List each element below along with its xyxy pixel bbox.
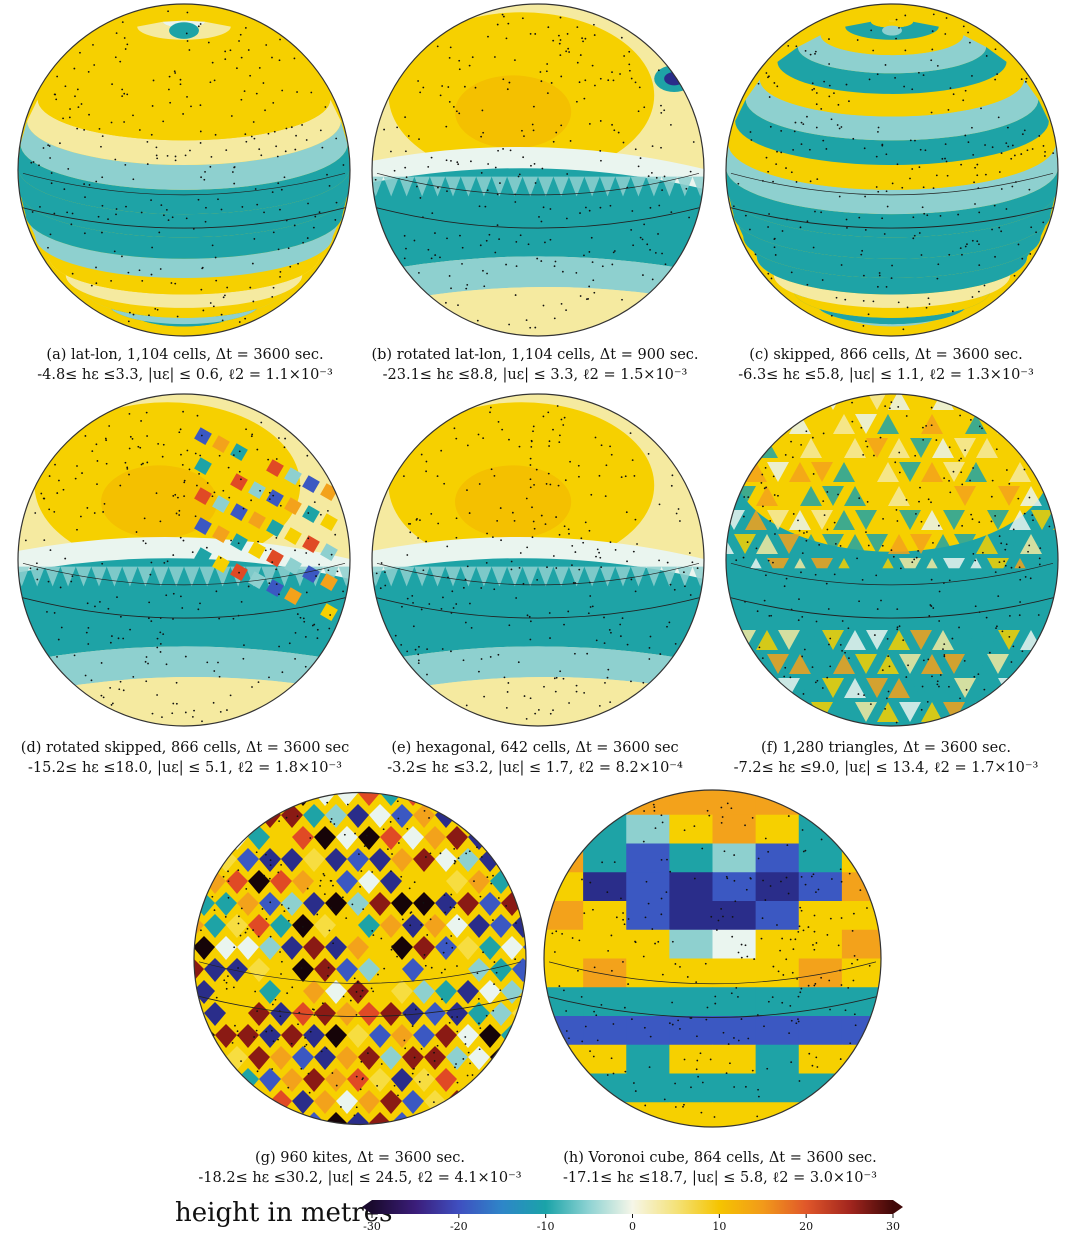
- caption-e-stats: -3.2≤ hε ≤3.2, |uε| ≤ 1.7, ℓ2 = 8.2×10⁻⁴: [387, 760, 683, 776]
- sphere-g: [193, 791, 527, 1126]
- sphere-c: [725, 3, 1059, 337]
- colorbar-tick-label: -20: [450, 1220, 468, 1233]
- caption-d: (d) rotated skipped, 866 cells, Δt = 360…: [0, 738, 370, 778]
- sphere-a: [17, 3, 351, 337]
- colorbar: -30 -20 -10 0 10 20 30: [362, 1200, 903, 1233]
- caption-e: (e) hexagonal, 642 cells, Δt = 3600 sec …: [355, 738, 715, 778]
- caption-f-stats: -7.2≤ hε ≤9.0, |uε| ≤ 13.4, ℓ2 = 1.7×10⁻…: [733, 760, 1039, 776]
- caption-b-title: (b) rotated lat-lon, 1,104 cells, Δt = 9…: [371, 347, 699, 363]
- caption-h-stats: -17.1≤ hε ≤18.7, |uε| ≤ 5.8, ℓ2 = 3.0×10…: [563, 1170, 877, 1186]
- caption-d-stats: -15.2≤ hε ≤18.0, |uε| ≤ 5.1, ℓ2 = 1.8×10…: [28, 760, 342, 776]
- colorbar-tick-label: 10: [712, 1220, 726, 1233]
- caption-c: (c) skipped, 866 cells, Δt = 3600 sec. -…: [706, 345, 1066, 385]
- caption-f: (f) 1,280 triangles, Δt = 3600 sec. -7.2…: [706, 738, 1066, 778]
- caption-a-stats: -4.8≤ hε ≤3.3, |uε| ≤ 0.6, ℓ2 = 1.1×10⁻³: [37, 367, 333, 383]
- caption-a-title: (a) lat-lon, 1,104 cells, Δt = 3600 sec.: [46, 347, 324, 363]
- sphere-f: [725, 393, 1059, 727]
- caption-g: (g) 960 kites, Δt = 3600 sec. -18.2≤ hε …: [170, 1148, 550, 1188]
- colorbar-tick-label: 0: [629, 1220, 636, 1233]
- caption-c-stats: -6.3≤ hε ≤5.8, |uε| ≤ 1.1, ℓ2 = 1.3×10⁻³: [738, 367, 1034, 383]
- caption-g-title: (g) 960 kites, Δt = 3600 sec.: [255, 1150, 465, 1166]
- panel-g: [180, 786, 540, 1131]
- panel-a: [0, 0, 370, 340]
- colorbar-title: height in metres: [175, 1198, 393, 1228]
- caption-e-title: (e) hexagonal, 642 cells, Δt = 3600 sec: [391, 740, 679, 756]
- colorbar-gradient: [372, 1200, 893, 1214]
- panel-d: [0, 390, 370, 730]
- sphere-d: [17, 393, 351, 727]
- caption-f-title: (f) 1,280 triangles, Δt = 3600 sec.: [761, 740, 1011, 756]
- sphere-b: [371, 3, 705, 337]
- caption-a: (a) lat-lon, 1,104 cells, Δt = 3600 sec.…: [0, 345, 370, 385]
- panel-c: [710, 0, 1066, 340]
- panel-h: [540, 786, 900, 1131]
- caption-h-title: (h) Voronoi cube, 864 cells, Δt = 3600 s…: [563, 1150, 877, 1166]
- caption-b: (b) rotated lat-lon, 1,104 cells, Δt = 9…: [355, 345, 715, 385]
- caption-d-title: (d) rotated skipped, 866 cells, Δt = 360…: [20, 740, 350, 756]
- panel-f: [710, 390, 1066, 730]
- sphere-h: [543, 789, 882, 1128]
- colorbar-tick-label: -30: [363, 1220, 381, 1233]
- caption-c-title: (c) skipped, 866 cells, Δt = 3600 sec.: [749, 347, 1023, 363]
- caption-g-stats: -18.2≤ hε ≤30.2, |uε| ≤ 24.5, ℓ2 = 4.1×1…: [198, 1170, 522, 1186]
- sphere-e: [371, 393, 705, 727]
- colorbar-high-arrow: [893, 1200, 903, 1214]
- caption-h: (h) Voronoi cube, 864 cells, Δt = 3600 s…: [530, 1148, 910, 1188]
- colorbar-tick-label: 30: [886, 1220, 900, 1233]
- caption-b-stats: -23.1≤ hε ≤8.8, |uε| ≤ 3.3, ℓ2 = 1.5×10⁻…: [382, 367, 688, 383]
- colorbar-tick-label: 20: [799, 1220, 813, 1233]
- colorbar-low-arrow: [362, 1200, 372, 1214]
- panel-e: [355, 390, 715, 730]
- colorbar-tick-label: -10: [537, 1220, 555, 1233]
- panel-b: [355, 0, 715, 340]
